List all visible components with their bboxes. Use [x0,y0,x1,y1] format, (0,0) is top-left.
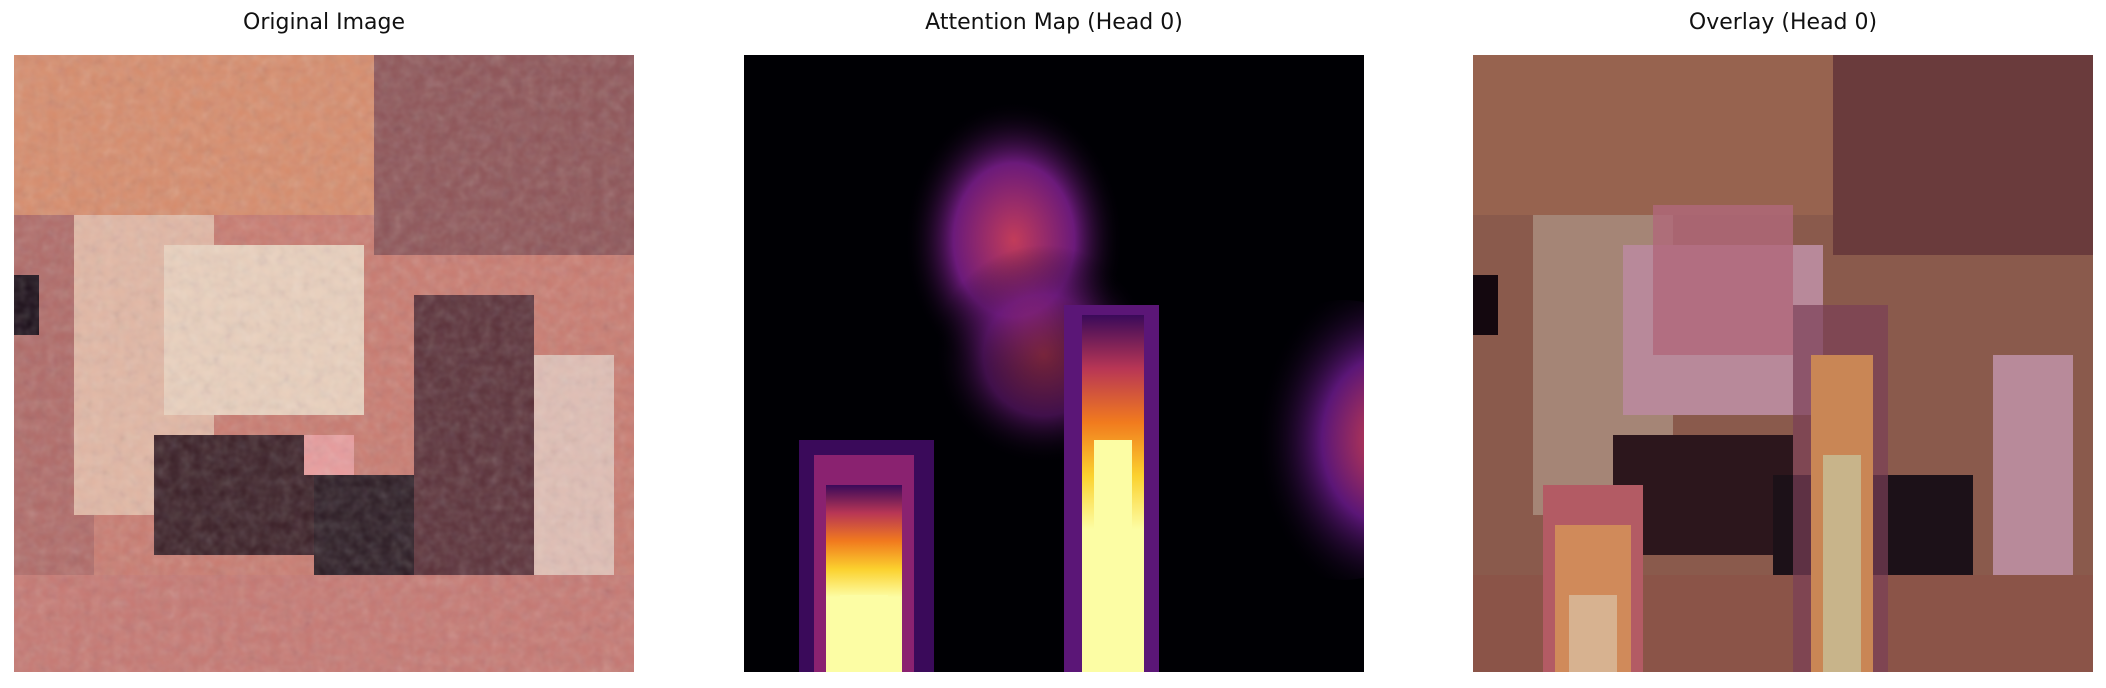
overlay-image [1473,55,2093,672]
overlay-canvas [1473,55,2093,672]
attention-map-panel: Attention Map (Head 0) [744,0,1364,688]
original-image-panel: Original Image [14,0,634,688]
attention-map-canvas [744,55,1364,672]
panel-title: Overlay (Head 0) [1688,10,1878,35]
attention-map [744,55,1364,672]
overlay-panel: Overlay (Head 0) [1473,0,2093,688]
panel-title: Original Image [243,10,405,35]
original-image [14,55,634,672]
original-image-canvas [14,55,634,672]
panel-title: Attention Map (Head 0) [925,10,1183,35]
